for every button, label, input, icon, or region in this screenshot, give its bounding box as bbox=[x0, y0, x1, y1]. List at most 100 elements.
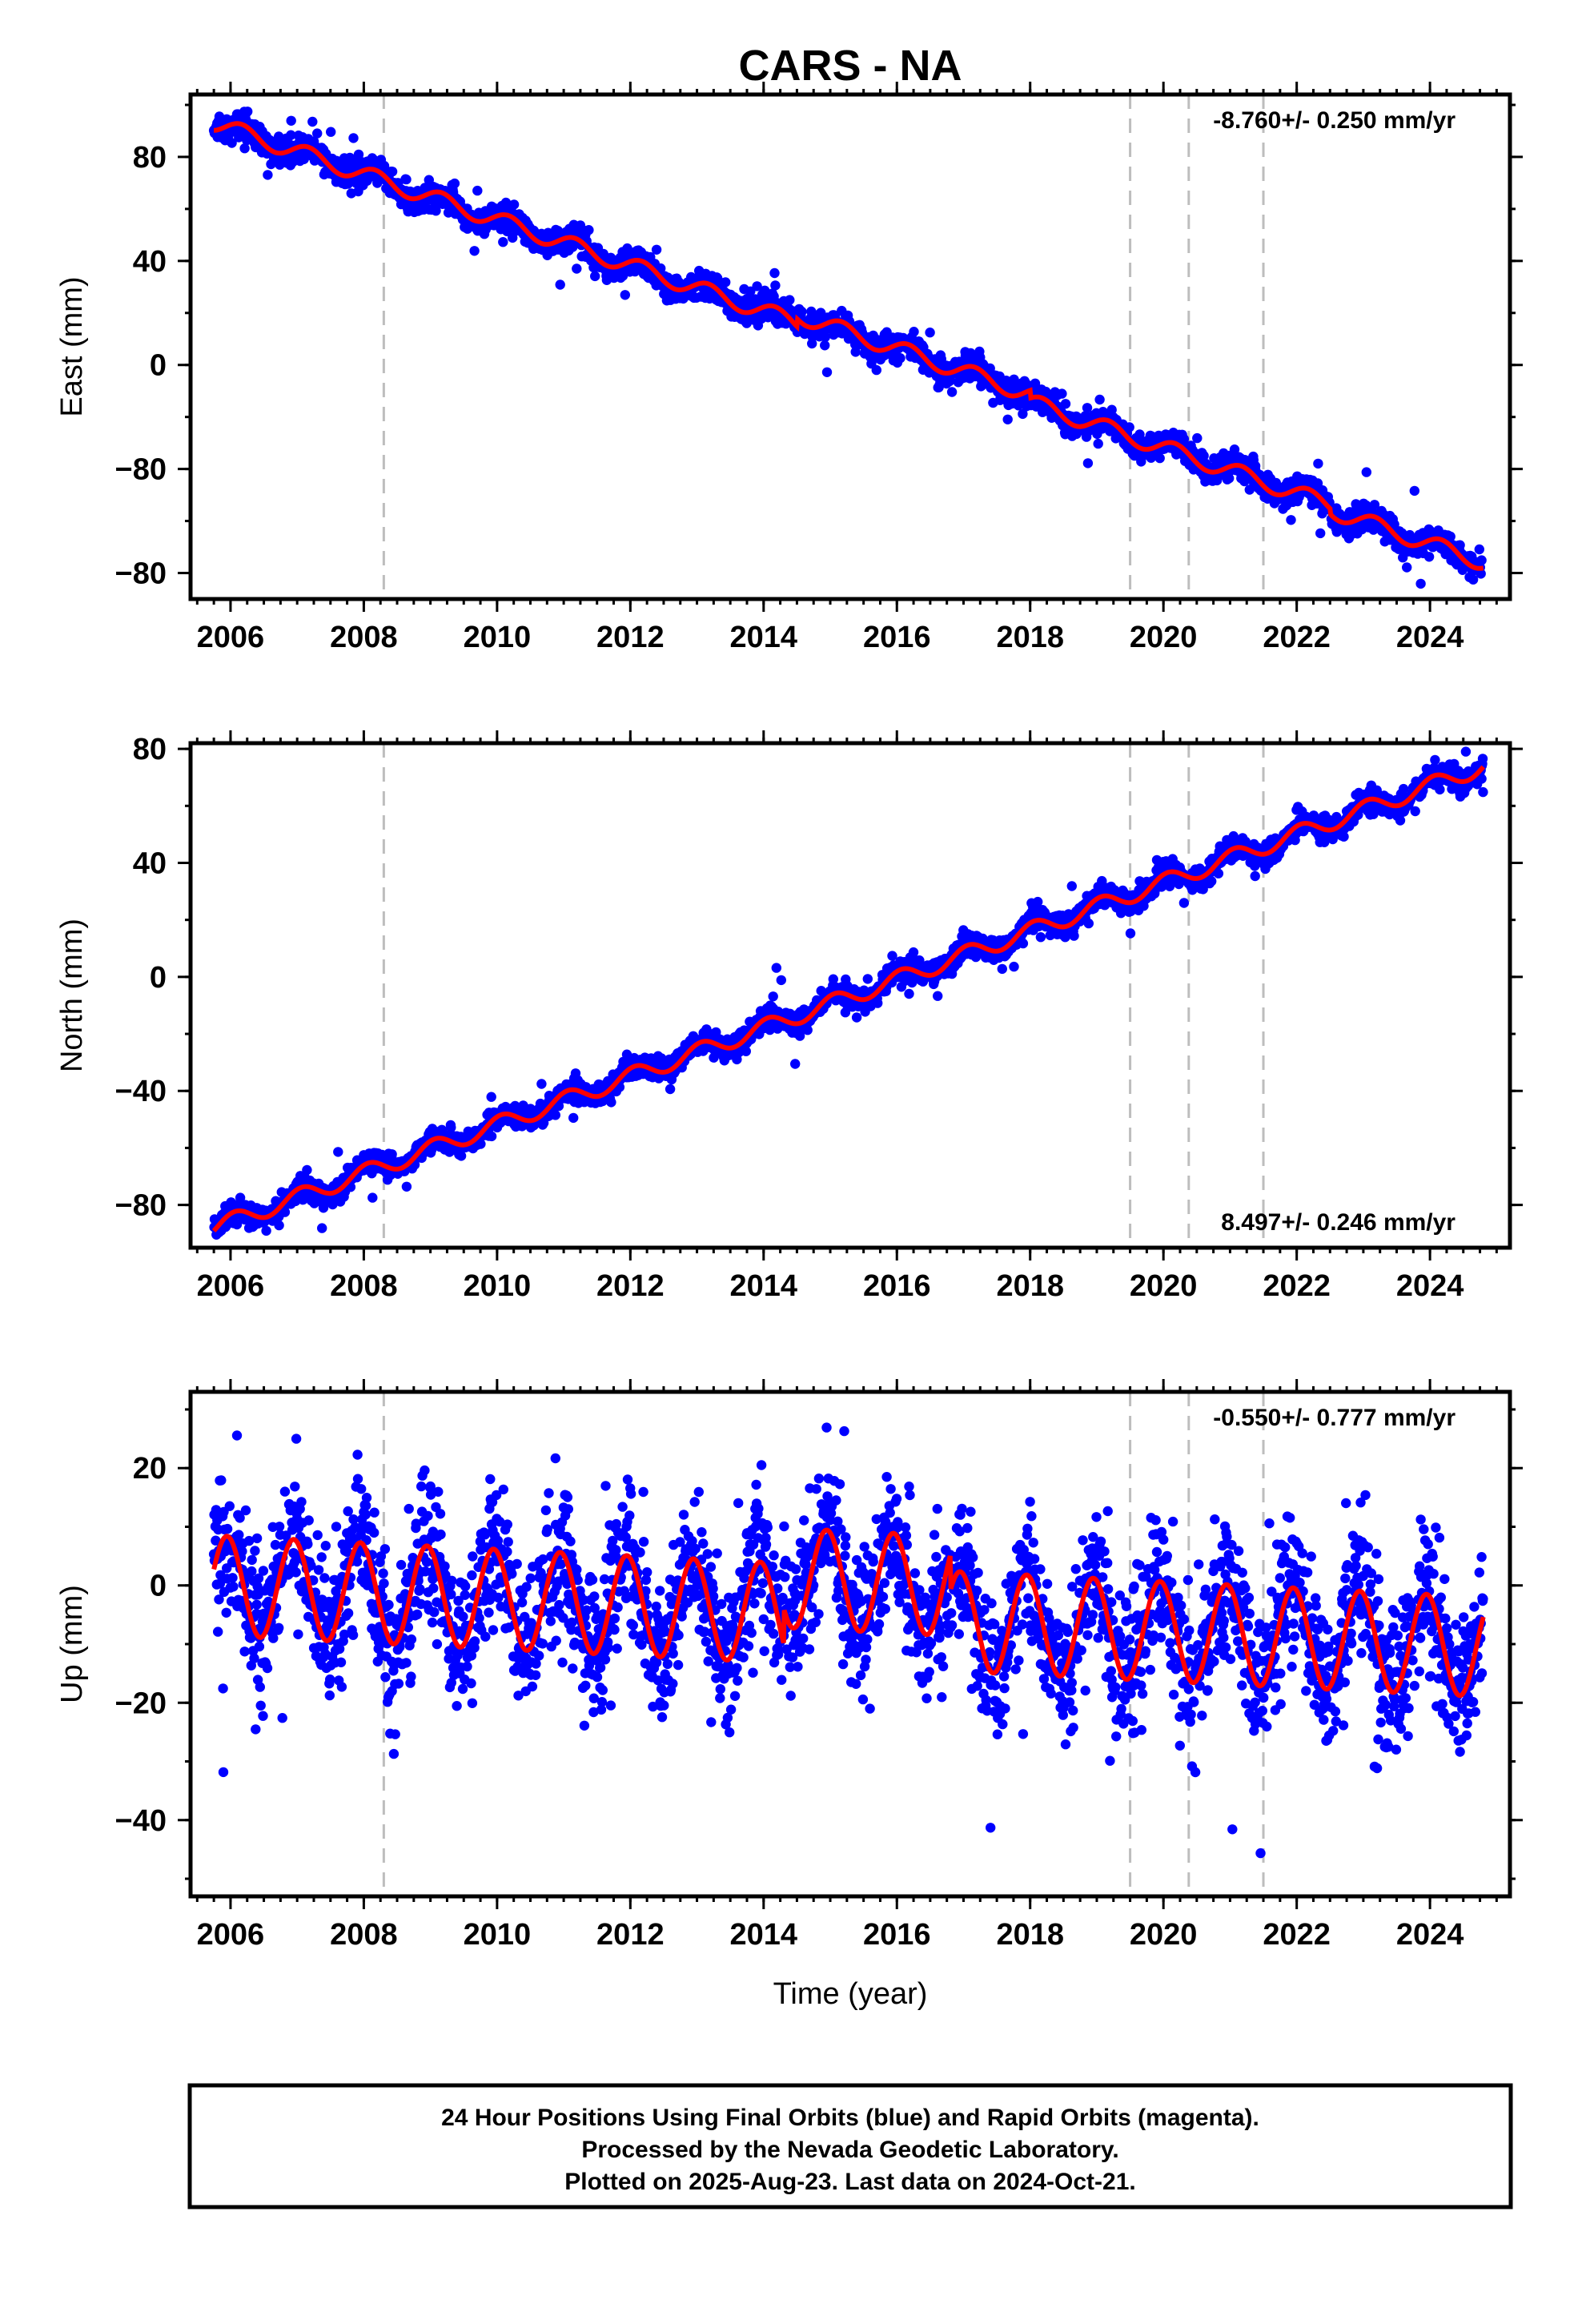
data-point bbox=[1402, 562, 1412, 573]
data-point bbox=[555, 279, 565, 290]
data-point bbox=[665, 1084, 676, 1095]
data-point bbox=[1286, 515, 1296, 525]
data-point bbox=[307, 116, 318, 127]
data-point bbox=[227, 138, 237, 148]
data-point bbox=[286, 115, 296, 126]
x-tick-label: 2016 bbox=[863, 621, 931, 654]
data-point bbox=[1313, 458, 1323, 469]
data-point bbox=[873, 998, 883, 1008]
y-axis-label: East (mm) bbox=[55, 276, 89, 416]
y-tick-label: 0 bbox=[150, 349, 167, 383]
north-panel: 2006 2008 2010 2012 2014 2016 2018 2020 2022 2024… bbox=[55, 730, 1523, 1303]
data-point bbox=[317, 1223, 327, 1233]
x-tick-label: 2010 bbox=[464, 621, 532, 654]
data-point bbox=[568, 1112, 579, 1124]
data-point bbox=[1423, 552, 1435, 562]
data-point bbox=[261, 1225, 271, 1236]
data-point bbox=[790, 1059, 801, 1069]
data-point bbox=[590, 271, 600, 282]
data-point bbox=[862, 974, 873, 984]
data-point bbox=[286, 130, 296, 140]
data-point bbox=[243, 107, 253, 117]
data-point bbox=[776, 975, 786, 986]
data-point bbox=[871, 364, 882, 376]
data-point bbox=[1035, 932, 1046, 943]
data-point bbox=[1409, 485, 1420, 497]
y-tick-label: 40 bbox=[133, 245, 167, 279]
east-panel: 2006 2008 2010 2012 2014 2016 2018 2020 2022 2024… bbox=[55, 82, 1523, 654]
data-point bbox=[326, 127, 336, 137]
data-point bbox=[821, 367, 833, 377]
data-point bbox=[933, 991, 943, 1001]
x-tick-label: 2018 bbox=[996, 621, 1064, 654]
data-point bbox=[1002, 414, 1013, 424]
data-point bbox=[239, 143, 250, 154]
data-point bbox=[500, 197, 512, 208]
data-point bbox=[1093, 438, 1103, 449]
data-point bbox=[997, 963, 1008, 975]
data-point bbox=[925, 328, 935, 338]
data-point bbox=[274, 1220, 284, 1231]
data-point bbox=[263, 170, 273, 180]
chart-title: CARS - NA bbox=[739, 42, 962, 90]
data-point bbox=[1361, 467, 1372, 477]
data-point bbox=[431, 206, 441, 216]
data-point bbox=[584, 225, 594, 235]
data-point bbox=[904, 988, 914, 999]
data-point bbox=[1124, 422, 1134, 432]
data-point bbox=[606, 1097, 616, 1108]
data-point bbox=[401, 174, 412, 185]
data-point bbox=[508, 199, 520, 210]
x-tick-label: 2012 bbox=[596, 621, 665, 654]
x-tick-label: 2008 bbox=[330, 621, 398, 654]
x-tick-label: 2020 bbox=[1130, 621, 1198, 654]
data-point bbox=[1018, 938, 1029, 949]
data-point bbox=[768, 991, 778, 1002]
data-point bbox=[771, 963, 781, 973]
data-point bbox=[1057, 388, 1067, 399]
data-point bbox=[895, 353, 905, 364]
data-point bbox=[909, 327, 919, 337]
y-tick-label: −80 bbox=[115, 453, 167, 487]
data-point bbox=[312, 128, 323, 139]
y-tick-label: 80 bbox=[133, 141, 167, 175]
data-point bbox=[302, 1164, 312, 1176]
data-point bbox=[472, 185, 483, 196]
data-point bbox=[785, 295, 795, 305]
x-tick-label: 2022 bbox=[1263, 621, 1331, 654]
data-point bbox=[498, 237, 508, 247]
data-point bbox=[353, 149, 364, 160]
data-point bbox=[1094, 394, 1105, 405]
x-tick-label: 2024 bbox=[1396, 621, 1464, 654]
data-point bbox=[486, 1131, 497, 1142]
data-point bbox=[620, 290, 630, 300]
data-point bbox=[851, 1012, 862, 1023]
data-point bbox=[1476, 555, 1487, 565]
data-point bbox=[449, 178, 460, 189]
x-tick-label: 2014 bbox=[730, 621, 798, 654]
data-point bbox=[651, 244, 662, 255]
data-point bbox=[387, 167, 398, 177]
data-point bbox=[536, 1079, 547, 1089]
data-point bbox=[367, 1192, 378, 1203]
data-point bbox=[721, 277, 731, 287]
y-tick-label: −80 bbox=[115, 557, 167, 591]
data-point bbox=[802, 1025, 813, 1035]
data-point bbox=[333, 1147, 343, 1157]
data-point bbox=[1060, 399, 1071, 409]
data-point bbox=[770, 280, 781, 291]
data-point bbox=[572, 263, 582, 274]
data-point bbox=[797, 306, 807, 317]
data-point bbox=[769, 267, 780, 279]
data-point bbox=[486, 1092, 496, 1102]
data-point bbox=[550, 1110, 560, 1120]
x-tick-label: 2006 bbox=[197, 621, 265, 654]
data-point bbox=[946, 387, 958, 397]
data-point bbox=[1415, 578, 1426, 589]
observation-points bbox=[208, 107, 1487, 589]
data-point bbox=[1315, 528, 1326, 539]
data-point bbox=[348, 133, 359, 143]
data-point bbox=[1474, 544, 1485, 555]
data-point bbox=[469, 246, 480, 256]
